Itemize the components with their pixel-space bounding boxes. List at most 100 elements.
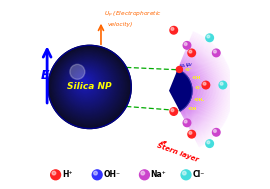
Circle shape xyxy=(82,79,87,84)
Text: H⁺: H⁺ xyxy=(62,170,72,179)
Wedge shape xyxy=(180,64,198,116)
Wedge shape xyxy=(181,61,201,119)
Wedge shape xyxy=(182,58,204,121)
Circle shape xyxy=(202,81,210,89)
Circle shape xyxy=(94,171,97,175)
Wedge shape xyxy=(189,41,223,138)
Text: OH⁻: OH⁻ xyxy=(103,170,120,179)
Circle shape xyxy=(83,81,85,82)
Circle shape xyxy=(170,26,178,34)
Circle shape xyxy=(78,76,92,89)
Circle shape xyxy=(184,43,187,46)
Circle shape xyxy=(48,45,131,129)
Circle shape xyxy=(50,47,129,126)
Circle shape xyxy=(69,66,104,101)
Circle shape xyxy=(64,61,110,108)
Text: Stern layer: Stern layer xyxy=(156,142,199,163)
Circle shape xyxy=(60,57,116,113)
Circle shape xyxy=(55,52,123,120)
Circle shape xyxy=(212,129,220,136)
Wedge shape xyxy=(185,51,212,129)
Circle shape xyxy=(70,68,102,99)
Wedge shape xyxy=(187,44,219,135)
Wedge shape xyxy=(177,71,190,109)
Circle shape xyxy=(188,130,195,138)
Circle shape xyxy=(74,71,97,94)
Circle shape xyxy=(75,72,96,94)
Circle shape xyxy=(59,56,117,114)
Wedge shape xyxy=(183,54,208,125)
Wedge shape xyxy=(184,53,209,126)
Wedge shape xyxy=(179,66,195,114)
Text: Silica NP: Silica NP xyxy=(67,82,112,91)
Wedge shape xyxy=(191,36,228,143)
Circle shape xyxy=(83,80,86,83)
Circle shape xyxy=(207,141,210,144)
Text: velocity): velocity) xyxy=(107,22,133,27)
Text: -OH: -OH xyxy=(192,77,201,81)
Wedge shape xyxy=(180,63,198,117)
Wedge shape xyxy=(186,49,214,131)
Wedge shape xyxy=(179,65,196,115)
Wedge shape xyxy=(182,57,205,123)
Circle shape xyxy=(170,108,178,115)
Circle shape xyxy=(206,140,214,147)
Wedge shape xyxy=(192,33,231,146)
Wedge shape xyxy=(190,38,226,141)
Circle shape xyxy=(183,42,191,49)
Wedge shape xyxy=(182,58,205,122)
Circle shape xyxy=(66,63,108,105)
Circle shape xyxy=(79,76,91,88)
Wedge shape xyxy=(186,48,215,131)
Wedge shape xyxy=(183,55,208,125)
Circle shape xyxy=(62,60,112,110)
Circle shape xyxy=(72,69,100,97)
Circle shape xyxy=(68,65,106,103)
Circle shape xyxy=(56,53,121,118)
Circle shape xyxy=(212,49,220,57)
Wedge shape xyxy=(178,67,195,113)
Circle shape xyxy=(81,78,88,85)
Circle shape xyxy=(65,63,109,106)
Circle shape xyxy=(207,35,210,38)
Circle shape xyxy=(140,170,149,180)
Wedge shape xyxy=(177,70,191,110)
Text: $\psi_s$: $\psi_s$ xyxy=(179,62,186,70)
Circle shape xyxy=(73,70,98,95)
Wedge shape xyxy=(183,56,207,124)
Circle shape xyxy=(80,77,90,87)
Wedge shape xyxy=(181,59,203,121)
Circle shape xyxy=(92,170,102,180)
Wedge shape xyxy=(187,46,217,133)
Circle shape xyxy=(184,120,187,123)
Circle shape xyxy=(51,48,127,125)
Circle shape xyxy=(51,170,60,180)
Wedge shape xyxy=(185,49,214,130)
Wedge shape xyxy=(169,69,193,112)
Circle shape xyxy=(70,67,103,100)
Wedge shape xyxy=(180,62,200,118)
Text: Cl⁻: Cl⁻ xyxy=(192,170,204,179)
Wedge shape xyxy=(193,31,233,147)
Circle shape xyxy=(214,50,216,53)
Circle shape xyxy=(171,109,174,112)
Wedge shape xyxy=(187,46,217,133)
Circle shape xyxy=(71,68,101,98)
Circle shape xyxy=(62,59,113,111)
Circle shape xyxy=(183,119,191,127)
Circle shape xyxy=(49,47,129,127)
Wedge shape xyxy=(178,68,193,112)
Wedge shape xyxy=(191,37,227,142)
Text: $\psi_d$: $\psi_d$ xyxy=(185,61,194,69)
Wedge shape xyxy=(176,73,189,108)
Circle shape xyxy=(60,58,115,112)
Wedge shape xyxy=(178,68,194,113)
Circle shape xyxy=(67,64,107,104)
Wedge shape xyxy=(191,35,230,144)
Circle shape xyxy=(183,171,186,175)
Circle shape xyxy=(55,53,122,119)
Wedge shape xyxy=(188,42,221,137)
Circle shape xyxy=(189,50,192,53)
Circle shape xyxy=(206,34,214,42)
Wedge shape xyxy=(183,56,206,123)
